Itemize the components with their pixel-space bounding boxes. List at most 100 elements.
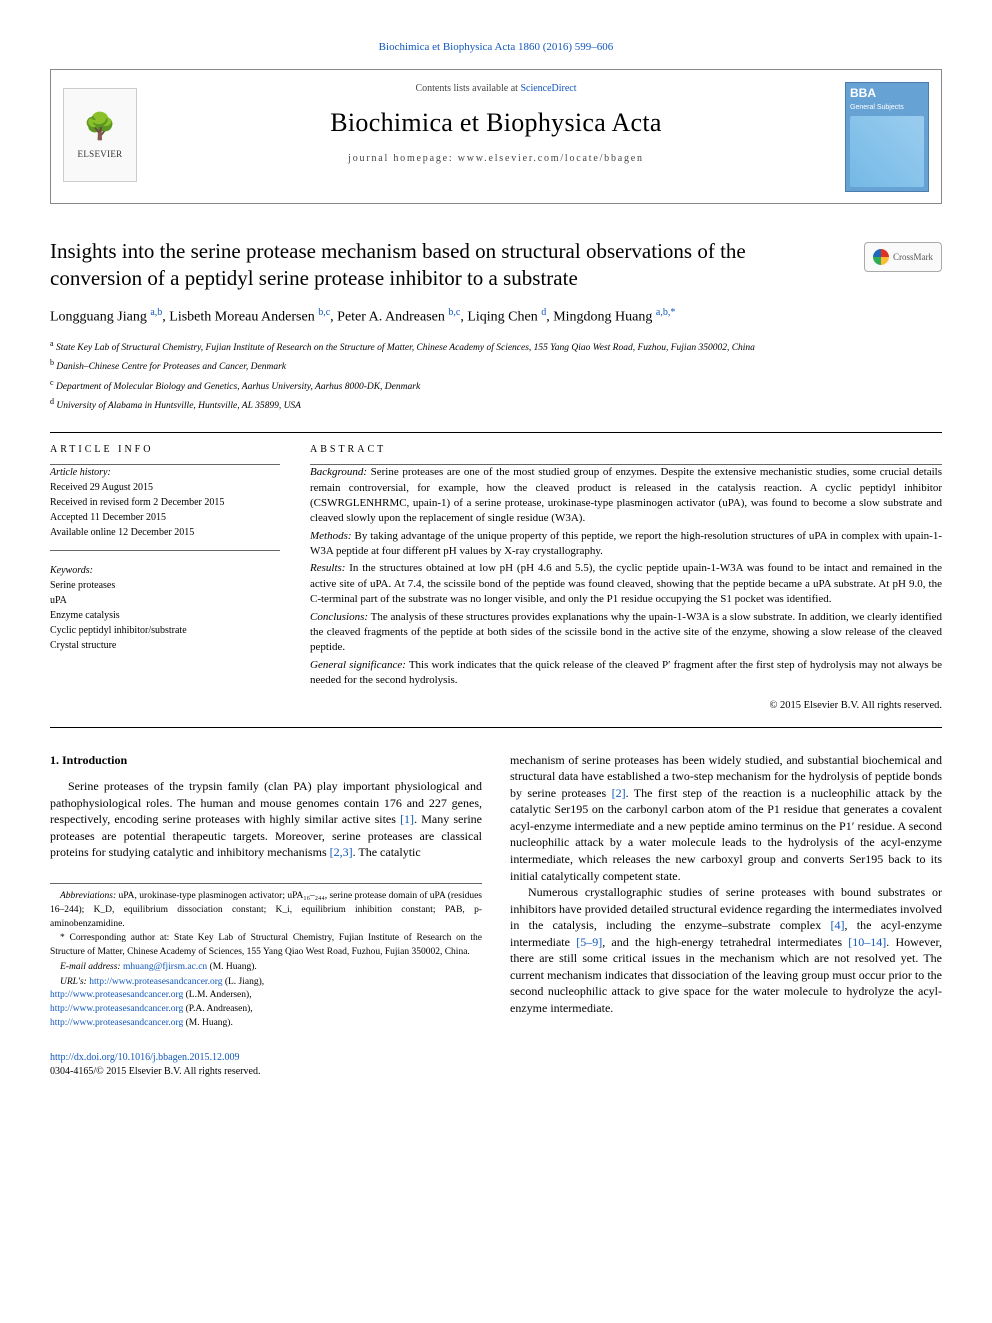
- doi-block: http://dx.doi.org/10.1016/j.bbagen.2015.…: [50, 1051, 482, 1079]
- email-who: (M. Huang).: [207, 962, 257, 972]
- citation-link[interactable]: [10–14]: [848, 935, 886, 949]
- intro-text: . The first step of the reaction is a nu…: [510, 786, 942, 883]
- homepage-prefix: journal homepage:: [348, 153, 458, 164]
- abstract-heading: ABSTRACT: [310, 443, 942, 457]
- affiliation-list: a State Key Lab of Structural Chemistry,…: [50, 338, 942, 414]
- crossmark-badge[interactable]: CrossMark: [864, 242, 942, 272]
- intro-text: , and the high-energy tetrahedral interm…: [602, 935, 848, 949]
- keyword: Serine proteases: [50, 578, 280, 593]
- abstract-section: Background: Serine proteases are one of …: [310, 465, 942, 527]
- author-url-link[interactable]: http://www.proteasesandcancer.org: [50, 1018, 183, 1028]
- body-columns: 1. Introduction Serine proteases of the …: [50, 752, 942, 1079]
- abstract-section: General significance: This work indicate…: [310, 658, 942, 689]
- abstract-section: Conclusions: The analysis of these struc…: [310, 610, 942, 656]
- history-line: Accepted 11 December 2015: [50, 510, 280, 525]
- citation-link[interactable]: [2]: [612, 786, 626, 800]
- abstract-section-text: By taking advantage of the unique proper…: [310, 530, 942, 557]
- journal-citation[interactable]: Biochimica et Biophysica Acta 1860 (2016…: [50, 40, 942, 55]
- elsevier-logo[interactable]: 🌳 ELSEVIER: [63, 88, 137, 182]
- elsevier-tree-icon: 🌳: [84, 109, 116, 144]
- author-url-who: (L. Jiang),: [222, 977, 264, 987]
- abstract-section-label: Conclusions:: [310, 611, 368, 623]
- citation-link[interactable]: [1]: [400, 812, 414, 826]
- intro-para-2: Numerous crystallographic studies of ser…: [510, 884, 942, 1016]
- keywords-lines: Serine proteasesuPAEnzyme catalysisCycli…: [50, 578, 280, 653]
- affiliation: d University of Alabama in Huntsville, H…: [50, 396, 942, 413]
- abstract-section-label: General significance:: [310, 659, 406, 671]
- header-center: Contents lists available at ScienceDirec…: [69, 82, 923, 166]
- intro-para-1: Serine proteases of the trypsin family (…: [50, 778, 482, 861]
- doi-link[interactable]: http://dx.doi.org/10.1016/j.bbagen.2015.…: [50, 1052, 240, 1063]
- crossmark-icon: [873, 249, 889, 265]
- article-info-heading: ARTICLE INFO: [50, 443, 280, 457]
- email-link[interactable]: mhuang@fjirsm.ac.cn: [121, 962, 208, 972]
- affiliation: c Department of Molecular Biology and Ge…: [50, 377, 942, 394]
- author-url-link[interactable]: http://www.proteasesandcancer.org: [50, 1004, 183, 1014]
- affiliation: b Danish–Chinese Centre for Proteases an…: [50, 357, 942, 374]
- abstract-section-text: In the structures obtained at low pH (pH…: [310, 562, 942, 605]
- cover-title: BBA: [850, 87, 924, 100]
- body-column-left: 1. Introduction Serine proteases of the …: [50, 752, 482, 1079]
- keywords-label: Keywords:: [50, 563, 280, 578]
- journal-header-box: 🌳 ELSEVIER Contents lists available at S…: [50, 69, 942, 204]
- abbrev-label: Abbreviations:: [60, 891, 116, 901]
- affiliation: a State Key Lab of Structural Chemistry,…: [50, 338, 942, 355]
- abstract-section-label: Background:: [310, 466, 367, 478]
- intro-heading: 1. Introduction: [50, 752, 482, 769]
- abstract-section-text: The analysis of these structures provide…: [310, 611, 942, 654]
- keywords-block: Keywords: Serine proteasesuPAEnzyme cata…: [50, 563, 280, 653]
- author-url-link[interactable]: http://www.proteasesandcancer.org: [50, 990, 183, 1000]
- elsevier-logo-text: ELSEVIER: [78, 148, 123, 160]
- keyword: Crystal structure: [50, 638, 280, 653]
- history-line: Available online 12 December 2015: [50, 525, 280, 540]
- urls-label: URL's:: [60, 977, 87, 987]
- article-info-column: ARTICLE INFO Article history: Received 2…: [50, 443, 280, 713]
- abstract-copyright: © 2015 Elsevier B.V. All rights reserved…: [310, 699, 942, 713]
- sciencedirect-link[interactable]: ScienceDirect: [520, 83, 576, 94]
- abstract-section: Methods: By taking advantage of the uniq…: [310, 529, 942, 560]
- history-line: Received 29 August 2015: [50, 480, 280, 495]
- corresponding-author-footnote: * Corresponding author at: State Key Lab…: [50, 932, 482, 960]
- history-label: Article history:: [50, 465, 280, 480]
- abbreviations-footnote: Abbreviations: uPA, urokinase-type plasm…: [50, 890, 482, 931]
- cover-subtitle: General Subjects: [850, 103, 924, 112]
- citation-link[interactable]: [4]: [831, 918, 845, 932]
- article-title: Insights into the serine protease mechan…: [50, 238, 942, 293]
- history-line: Received in revised form 2 December 2015: [50, 495, 280, 510]
- abstract-section-text: Serine proteases are one of the most stu…: [310, 466, 942, 524]
- journal-name: Biochimica et Biophysica Acta: [169, 105, 823, 140]
- author-list: Longguang Jiang a,b, Lisbeth Moreau Ande…: [50, 306, 942, 328]
- abstract-column: ABSTRACT Background: Serine proteases ar…: [310, 443, 942, 713]
- urls-footnote: URL's: http://www.proteasesandcancer.org…: [50, 976, 482, 1031]
- section-rule: [50, 727, 942, 728]
- intro-para-1-cont: mechanism of serine proteases has been w…: [510, 752, 942, 884]
- keyword: Enzyme catalysis: [50, 608, 280, 623]
- homepage-url[interactable]: www.elsevier.com/locate/bbagen: [458, 153, 644, 164]
- keyword: uPA: [50, 593, 280, 608]
- homepage-line: journal homepage: www.elsevier.com/locat…: [169, 152, 823, 166]
- author-url-who: (P.A. Andreasen),: [183, 1004, 252, 1014]
- author-url-who: (M. Huang).: [183, 1018, 233, 1028]
- citation-link[interactable]: [2,3]: [330, 845, 353, 859]
- crossmark-label: CrossMark: [893, 251, 933, 263]
- intro-text: . The catalytic: [353, 845, 421, 859]
- email-footnote: E-mail address: mhuang@fjirsm.ac.cn (M. …: [50, 961, 482, 975]
- journal-cover-thumbnail[interactable]: BBA General Subjects: [845, 82, 929, 192]
- footnotes-block: Abbreviations: uPA, urokinase-type plasm…: [50, 883, 482, 1031]
- author-url-link[interactable]: http://www.proteasesandcancer.org: [89, 977, 222, 987]
- author-url-who: (L.M. Andersen),: [183, 990, 251, 1000]
- body-column-right: mechanism of serine proteases has been w…: [510, 752, 942, 1079]
- contents-line: Contents lists available at ScienceDirec…: [169, 82, 823, 96]
- thin-rule: [50, 550, 280, 551]
- keyword: Cyclic peptidyl inhibitor/substrate: [50, 623, 280, 638]
- article-history: Article history: Received 29 August 2015…: [50, 465, 280, 540]
- abstract-section-label: Results:: [310, 562, 345, 574]
- citation-link[interactable]: [5–9]: [576, 935, 602, 949]
- cover-image: [850, 116, 924, 186]
- issn-copyright: 0304-4165/© 2015 Elsevier B.V. All right…: [50, 1066, 260, 1077]
- info-abstract-row: ARTICLE INFO Article history: Received 2…: [50, 443, 942, 713]
- contents-prefix: Contents lists available at: [415, 83, 520, 94]
- history-lines: Received 29 August 2015Received in revis…: [50, 480, 280, 540]
- abstract-section: Results: In the structures obtained at l…: [310, 561, 942, 607]
- section-rule: [50, 432, 942, 433]
